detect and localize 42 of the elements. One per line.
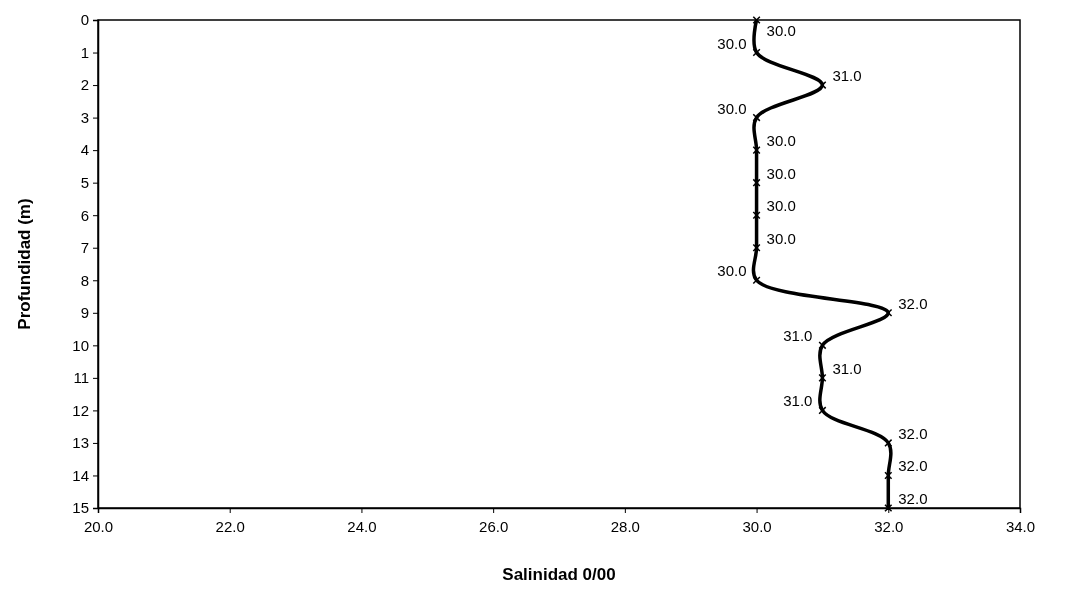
x-tick-label: 32.0 xyxy=(874,517,904,535)
y-tick-label: 2 xyxy=(80,76,89,94)
data-label: 32.0 xyxy=(898,490,928,507)
data-label: 31.0 xyxy=(783,327,813,345)
y-tick-label: 7 xyxy=(80,239,89,257)
data-label: 30.0 xyxy=(766,22,796,39)
data-label: 31.0 xyxy=(783,392,813,410)
data-label: 30.0 xyxy=(766,197,796,215)
y-tick-label: 3 xyxy=(80,108,89,126)
data-label: 30.0 xyxy=(717,262,747,280)
y-tick-label: 9 xyxy=(80,304,89,322)
x-tick-label: 34.0 xyxy=(1005,517,1036,535)
y-tick-label: 14 xyxy=(72,466,89,484)
y-tick-label: 4 xyxy=(80,141,89,159)
data-label: 30.0 xyxy=(766,229,796,247)
y-tick-label: 13 xyxy=(72,434,89,452)
x-tick-label: 24.0 xyxy=(347,517,377,535)
x-tick-label: 30.0 xyxy=(742,517,772,535)
x-tick-label: 28.0 xyxy=(610,517,640,535)
data-label: 30.0 xyxy=(717,99,747,117)
y-tick-label: 11 xyxy=(73,369,89,387)
x-tick-label: 22.0 xyxy=(215,517,245,535)
data-label: 32.0 xyxy=(898,424,928,442)
data-label: 31.0 xyxy=(832,359,862,377)
y-tick-label: 8 xyxy=(80,271,89,289)
data-label: 30.0 xyxy=(766,132,796,150)
x-tick-label: 20.0 xyxy=(83,517,114,535)
y-tick-label: 12 xyxy=(72,401,89,419)
y-tick-label: 10 xyxy=(72,336,89,354)
data-label: 32.0 xyxy=(898,457,928,475)
y-tick-label: 15 xyxy=(72,499,89,517)
y-tick-label: 6 xyxy=(80,206,89,224)
y-tick-label: 5 xyxy=(80,173,89,191)
data-label: 32.0 xyxy=(898,294,928,312)
x-axis-title: Salinidad 0/00 xyxy=(502,565,616,584)
data-label: 30.0 xyxy=(717,34,747,52)
y-tick-label: 0 xyxy=(80,11,89,29)
data-label: 31.0 xyxy=(832,67,862,85)
data-label: 30.0 xyxy=(766,164,796,182)
x-tick-label: 26.0 xyxy=(479,517,509,535)
y-tick-label: 1 xyxy=(80,43,89,61)
y-axis-title: Profundidad (m) xyxy=(15,198,34,330)
